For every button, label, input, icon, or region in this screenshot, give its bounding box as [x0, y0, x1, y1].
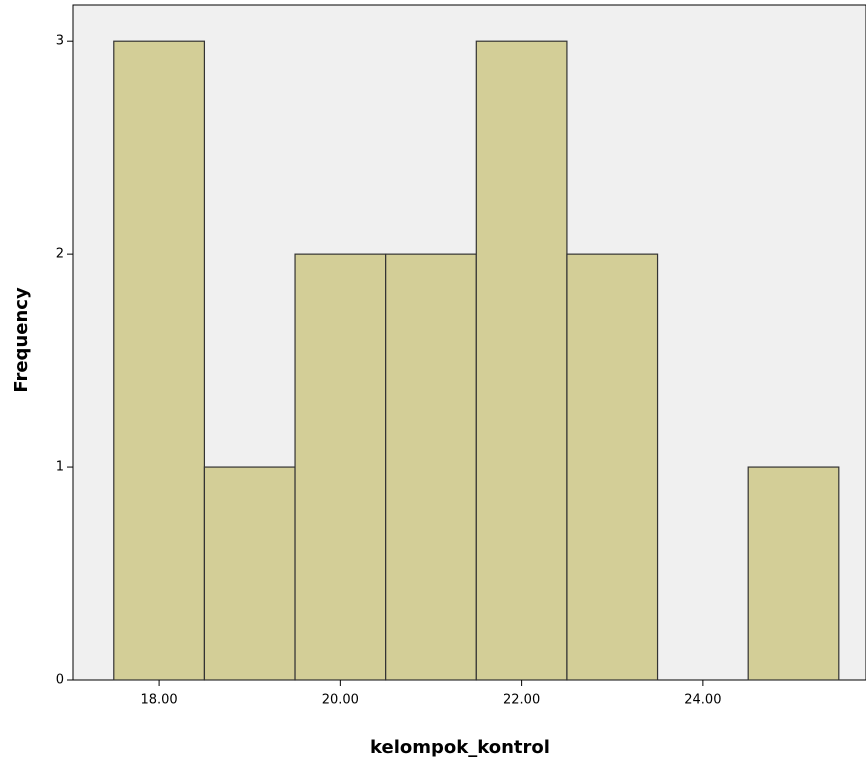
x-tick-label: 20.00: [322, 693, 359, 708]
y-tick-label: 3: [56, 34, 64, 49]
y-axis-title: Frequency: [11, 287, 32, 393]
bar: [113, 40, 206, 681]
x-axis-title: kelompok_kontrol: [370, 737, 550, 758]
bar: [475, 40, 568, 681]
bar: [747, 466, 840, 681]
x-tick-label: 18.00: [140, 693, 177, 708]
bar: [294, 253, 387, 681]
bar: [566, 253, 659, 681]
x-tick-label: 22.00: [503, 693, 540, 708]
bar: [385, 253, 477, 681]
bar: [203, 466, 296, 681]
x-tick-label: 24.00: [684, 693, 721, 708]
y-tick-label: 1: [56, 460, 64, 475]
y-tick-label: 2: [56, 247, 64, 262]
y-tick-label: 0: [56, 673, 64, 688]
